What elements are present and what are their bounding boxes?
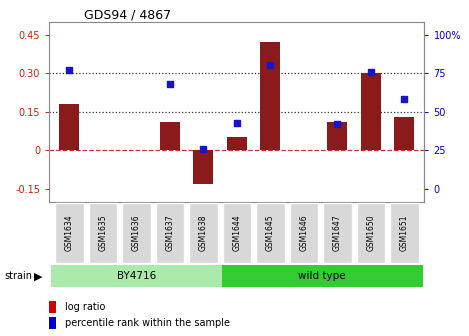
Bar (390, 203, 418, 262)
Point (401, 97, 408, 102)
Bar (260, 42, 280, 150)
Bar (223, 203, 251, 262)
Bar (49, 301, 56, 313)
Bar (193, 150, 213, 183)
Point (367, 69, 375, 74)
Text: log ratio: log ratio (65, 302, 106, 312)
Point (266, 63, 274, 68)
Bar (394, 117, 415, 150)
Bar (51, 265, 222, 287)
Bar (256, 203, 285, 262)
Point (233, 120, 241, 125)
Text: percentile rank within the sample: percentile rank within the sample (65, 318, 230, 328)
Bar (361, 73, 381, 150)
Text: GSM1635: GSM1635 (98, 214, 107, 251)
Bar (55, 203, 83, 262)
Point (333, 121, 341, 127)
Bar (156, 203, 184, 262)
Point (66, 68, 73, 73)
Text: GDS94 / 4867: GDS94 / 4867 (84, 8, 172, 22)
Bar (49, 317, 56, 329)
Bar (122, 203, 151, 262)
Text: wild type: wild type (298, 271, 346, 281)
Text: GSM1637: GSM1637 (166, 214, 174, 251)
Bar (323, 203, 352, 262)
Text: GSM1646: GSM1646 (299, 214, 308, 251)
Bar (89, 203, 117, 262)
Text: strain: strain (5, 271, 33, 281)
Text: BY4716: BY4716 (117, 271, 156, 281)
Text: ▶: ▶ (34, 271, 43, 281)
Bar (227, 137, 247, 150)
Text: GSM1647: GSM1647 (333, 214, 342, 251)
Text: GSM1651: GSM1651 (400, 214, 409, 251)
Bar (222, 265, 423, 287)
Text: GSM1638: GSM1638 (199, 214, 208, 251)
Text: GSM1634: GSM1634 (65, 214, 74, 251)
Text: GSM1645: GSM1645 (266, 214, 275, 251)
Bar (160, 122, 180, 150)
Text: GSM1644: GSM1644 (232, 214, 242, 251)
Text: GSM1650: GSM1650 (366, 214, 375, 251)
Bar (327, 122, 348, 150)
Bar (189, 203, 218, 262)
Point (200, 146, 207, 152)
Bar (356, 203, 385, 262)
Bar (59, 104, 79, 150)
Point (166, 81, 174, 87)
Bar (290, 203, 318, 262)
Text: GSM1636: GSM1636 (132, 214, 141, 251)
